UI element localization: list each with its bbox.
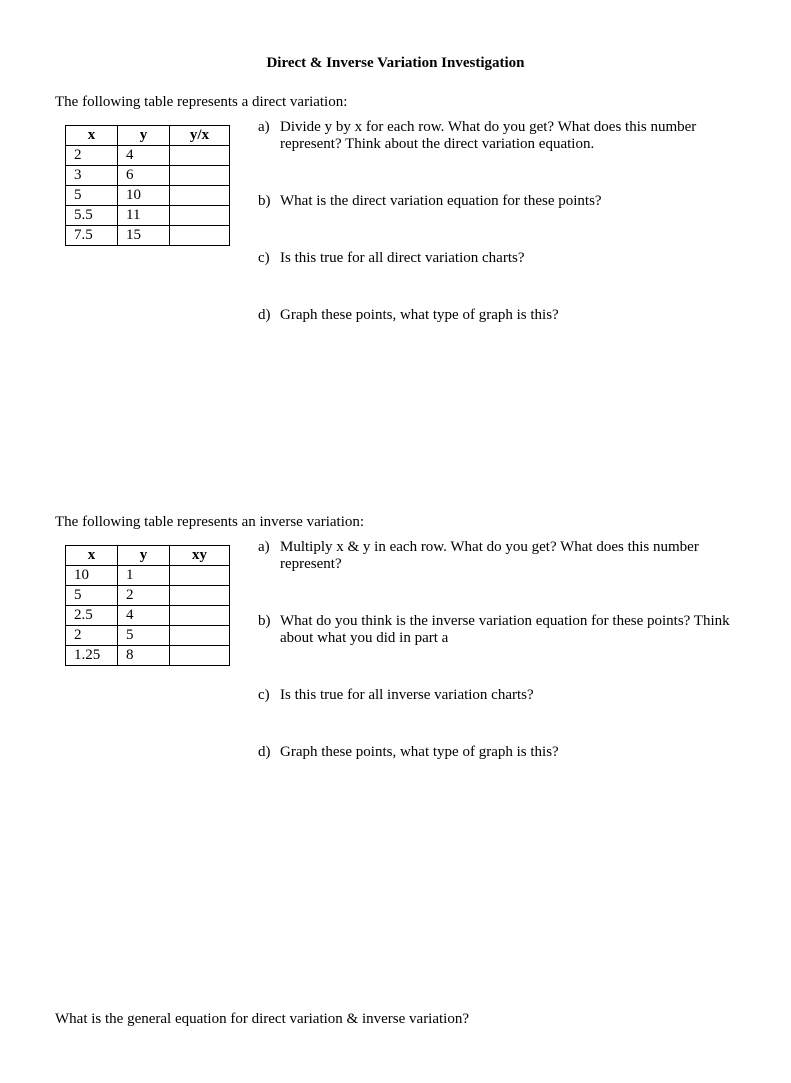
cell-y: 11 (118, 206, 170, 226)
table-row: 3 6 (66, 166, 230, 186)
section1-table-wrap: x y y/x 2 4 3 6 5 10 (65, 125, 230, 246)
section2-questions: a) Multiply x & y in each row. What do y… (258, 539, 736, 801)
cell-y: 6 (118, 166, 170, 186)
cell-x: 5.5 (66, 206, 118, 226)
direct-variation-table: x y y/x 2 4 3 6 5 10 (65, 125, 230, 246)
table-row: 5.5 11 (66, 206, 230, 226)
table-row: 10 1 (66, 566, 230, 586)
worksheet-page: Direct & Inverse Variation Investigation… (0, 0, 791, 1083)
question-c: c) Is this true for all direct variation… (258, 250, 736, 267)
question-a: a) Divide y by x for each row. What do y… (258, 119, 736, 153)
question-text: Multiply x & y in each row. What do you … (280, 539, 736, 573)
cell-x: 5 (66, 186, 118, 206)
question-letter: b) (258, 613, 280, 647)
cell-calc (170, 206, 230, 226)
col-header-x: x (66, 126, 118, 146)
section1-intro: The following table represents a direct … (55, 94, 736, 111)
cell-y: 15 (118, 226, 170, 246)
table-header-row: x y xy (66, 546, 230, 566)
cell-y: 10 (118, 186, 170, 206)
cell-x: 2 (66, 626, 118, 646)
table-row: 7.5 15 (66, 226, 230, 246)
question-text: Is this true for all inverse variation c… (280, 687, 736, 704)
table-row: 2 5 (66, 626, 230, 646)
question-text: What is the direct variation equation fo… (280, 193, 736, 210)
section-spacer (55, 364, 736, 514)
question-text: Is this true for all direct variation ch… (280, 250, 736, 267)
cell-calc (170, 186, 230, 206)
question-c: c) Is this true for all inverse variatio… (258, 687, 736, 704)
cell-calc (170, 166, 230, 186)
cell-y: 1 (118, 566, 170, 586)
section2: x y xy 10 1 5 2 2.5 4 (55, 539, 736, 801)
cell-x: 2 (66, 146, 118, 166)
section2-intro: The following table represents an invers… (55, 514, 736, 531)
inverse-variation-table: x y xy 10 1 5 2 2.5 4 (65, 545, 230, 666)
question-letter: c) (258, 250, 280, 267)
section-spacer (55, 801, 736, 1001)
col-header-x: x (66, 546, 118, 566)
question-text: Graph these points, what type of graph i… (280, 307, 736, 324)
question-letter: c) (258, 687, 280, 704)
cell-x: 2.5 (66, 606, 118, 626)
cell-calc (170, 566, 230, 586)
final-question: What is the general equation for direct … (55, 1011, 736, 1028)
col-header-y: y (118, 126, 170, 146)
cell-calc (170, 226, 230, 246)
cell-y: 5 (118, 626, 170, 646)
cell-x: 10 (66, 566, 118, 586)
question-letter: a) (258, 539, 280, 573)
cell-y: 2 (118, 586, 170, 606)
col-header-calc: y/x (170, 126, 230, 146)
table-row: 1.25 8 (66, 646, 230, 666)
cell-x: 7.5 (66, 226, 118, 246)
section1-questions: a) Divide y by x for each row. What do y… (258, 119, 736, 364)
question-letter: a) (258, 119, 280, 153)
table-row: 5 10 (66, 186, 230, 206)
table-row: 5 2 (66, 586, 230, 606)
section2-table-wrap: x y xy 10 1 5 2 2.5 4 (65, 545, 230, 666)
cell-calc (170, 146, 230, 166)
question-text: Graph these points, what type of graph i… (280, 744, 736, 761)
cell-calc (170, 646, 230, 666)
question-a: a) Multiply x & y in each row. What do y… (258, 539, 736, 573)
cell-x: 3 (66, 166, 118, 186)
section1: x y y/x 2 4 3 6 5 10 (55, 119, 736, 364)
question-d: d) Graph these points, what type of grap… (258, 307, 736, 324)
cell-y: 8 (118, 646, 170, 666)
table-row: 2 4 (66, 146, 230, 166)
col-header-calc: xy (170, 546, 230, 566)
cell-y: 4 (118, 146, 170, 166)
cell-x: 5 (66, 586, 118, 606)
question-d: d) Graph these points, what type of grap… (258, 744, 736, 761)
cell-x: 1.25 (66, 646, 118, 666)
table-row: 2.5 4 (66, 606, 230, 626)
question-letter: d) (258, 744, 280, 761)
question-letter: d) (258, 307, 280, 324)
question-b: b) What do you think is the inverse vari… (258, 613, 736, 647)
question-b: b) What is the direct variation equation… (258, 193, 736, 210)
cell-calc (170, 606, 230, 626)
page-title: Direct & Inverse Variation Investigation (55, 55, 736, 72)
table-header-row: x y y/x (66, 126, 230, 146)
col-header-y: y (118, 546, 170, 566)
cell-y: 4 (118, 606, 170, 626)
cell-calc (170, 626, 230, 646)
question-text: Divide y by x for each row. What do you … (280, 119, 736, 153)
question-letter: b) (258, 193, 280, 210)
question-text: What do you think is the inverse variati… (280, 613, 736, 647)
cell-calc (170, 586, 230, 606)
